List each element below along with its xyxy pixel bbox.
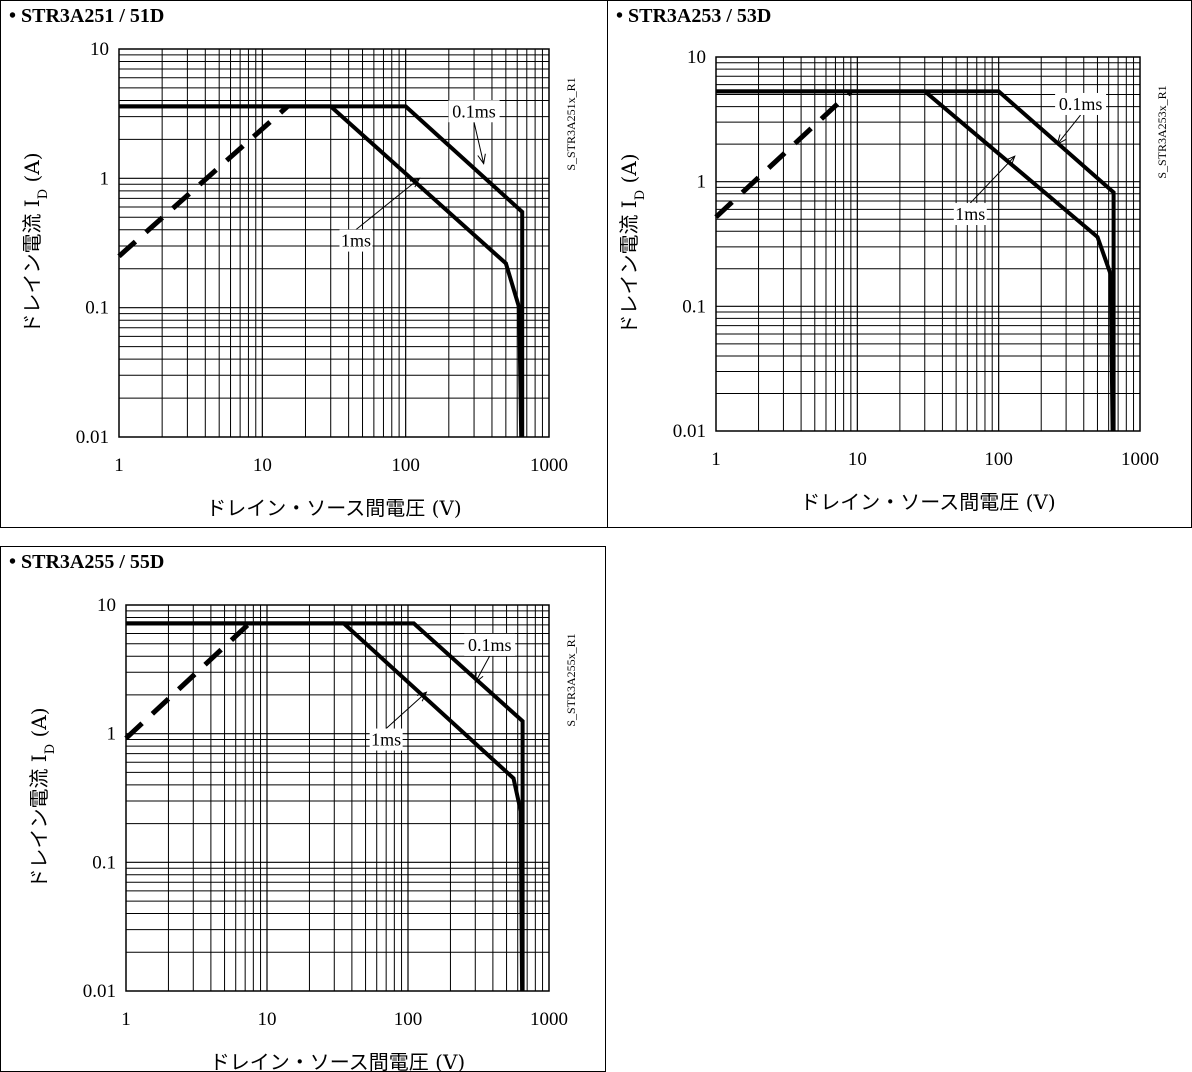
y-tick-label: 1	[697, 172, 707, 193]
y-tick-label: 1	[100, 168, 110, 189]
annotation-arrowhead	[1056, 134, 1067, 146]
grid	[716, 57, 1140, 431]
y-tick-label: 0.1	[682, 296, 706, 317]
annotation-label: 1ms	[341, 231, 371, 251]
x-tick-label: 10	[848, 449, 867, 470]
annotation-arrow	[474, 655, 491, 683]
series-line-dashed	[124, 621, 252, 741]
y-tick-label: 1	[107, 724, 117, 745]
y-axis-label-unit: (A)	[27, 707, 51, 743]
grid	[119, 49, 549, 437]
y-axis-label-main: ドレイン電流 I	[20, 199, 44, 333]
x-tick-label: 100	[984, 449, 1013, 470]
y-axis-label-unit: (A)	[20, 152, 44, 188]
annotation-label-bg	[369, 728, 403, 751]
series-line-1ms	[716, 89, 1115, 432]
y-tick-label: 0.01	[83, 981, 116, 1002]
chart-panel-3: • STR3A255 / 55D 0.1ms 1ms 0.01 0.1 1 10 1 10 10…	[0, 546, 606, 1072]
annotation-arrow	[473, 122, 485, 164]
annotation-label-bg	[339, 229, 373, 252]
annotation-label-bg	[448, 100, 500, 123]
chart-svg: 0.1ms 1ms 0.01 0.1 1 10 1 10 100 1000 ドレイン・ソース間電圧 …	[20, 39, 578, 520]
y-tick-label: 0.1	[85, 298, 109, 319]
series-line-0_1ms	[126, 621, 525, 991]
y-tick-label: 10	[687, 47, 706, 68]
x-tick-label: 100	[391, 455, 420, 476]
x-tick-label: 1000	[1121, 449, 1159, 470]
annotation-label: 0.1ms	[1059, 94, 1103, 114]
y-tick-label: 10	[97, 595, 116, 616]
annotation-label-bg	[1055, 92, 1107, 115]
annotation-label: 1ms	[955, 204, 985, 224]
x-axis-label: ドレイン・ソース間電圧 (V)	[206, 496, 461, 520]
x-axis-label: ドレイン・ソース間電圧 (V)	[210, 1050, 465, 1071]
y-axis-label-subscript: D	[633, 190, 648, 200]
annotation-arrow	[1056, 114, 1082, 145]
chart-svg: 0.1ms 1ms 0.01 0.1 1 10 1 10 100 1000 ドレイン・ソース間電圧 …	[27, 595, 578, 1071]
y-tick-label: 0.01	[76, 427, 109, 448]
y-axis-label: ドレイン電流 ID (A)	[27, 707, 58, 888]
annotation-label: 1ms	[371, 730, 401, 750]
annotation-arrow	[355, 177, 420, 230]
x-axis-label: ドレイン・ソース間電圧 (V)	[800, 490, 1055, 514]
y-tick-label: 10	[90, 39, 109, 60]
annotation-label-bg	[464, 633, 516, 656]
annotation-arrowhead	[474, 672, 484, 684]
plot-frame	[715, 56, 1141, 432]
chart-title: • STR3A251 / 51D	[9, 5, 165, 27]
chart-panel-2: • STR3A253 / 53D 0.1ms 1ms 0.01 0.1 1 10 1 10 10…	[607, 0, 1192, 528]
figure-code-label: S_STR3A255x_R1	[564, 633, 578, 726]
chart-svg: 0.1ms 1ms 0.01 0.1 1 10 1 10 100 1000 ドレイン・ソース間電圧 …	[617, 47, 1169, 514]
figure-code-label: S_STR3A253x_R1	[1155, 85, 1169, 178]
y-axis-label-main: ドレイン電流 I	[27, 754, 51, 888]
x-tick-label: 1000	[530, 455, 568, 476]
x-tick-label: 10	[258, 1009, 277, 1030]
y-tick-label: 0.1	[92, 852, 116, 873]
annotation-label: 0.1ms	[452, 101, 496, 121]
x-tick-label: 100	[394, 1009, 423, 1030]
y-tick-label: 0.01	[673, 421, 706, 442]
x-tick-label: 10	[253, 455, 272, 476]
y-axis-label: ドレイン電流 ID (A)	[617, 153, 648, 334]
x-tick-label: 1	[114, 455, 124, 476]
annotation-arrow	[969, 155, 1016, 204]
chart-panel-1: • STR3A251 / 51D 0.1ms 1ms 0.01 0.1 1 10 1 10 10…	[0, 0, 608, 528]
plot-frame	[118, 48, 550, 438]
annotation-arrowhead	[477, 153, 486, 165]
figure-code-label: S_STR3A251x_R1	[564, 77, 578, 170]
y-axis-label-subscript: D	[36, 189, 51, 199]
series-line-0_1ms	[716, 89, 1116, 431]
series-line-0_1ms	[119, 104, 525, 437]
series-line-dashed	[117, 104, 290, 259]
chart-title: • STR3A253 / 53D	[616, 5, 772, 27]
annotation-arrow	[385, 691, 427, 729]
x-tick-label: 1	[121, 1009, 131, 1030]
annotation-arrowhead	[416, 691, 428, 702]
y-axis-label-subscript: D	[43, 744, 58, 754]
y-axis-label-main: ドレイン電流 I	[617, 200, 641, 334]
annotation-label: 0.1ms	[468, 635, 512, 655]
plot-frame	[125, 604, 550, 992]
x-tick-label: 1	[711, 449, 721, 470]
annotation-arrowhead	[1005, 155, 1016, 166]
y-axis-label-unit: (A)	[617, 153, 641, 189]
series-line-dashed	[714, 89, 853, 219]
y-axis-label: ドレイン電流 ID (A)	[20, 152, 51, 333]
annotation-label-bg	[953, 203, 987, 226]
series-line-1ms	[119, 104, 524, 438]
x-tick-label: 1000	[530, 1009, 568, 1030]
annotation-arrowhead	[409, 177, 421, 188]
chart-title: • STR3A255 / 55D	[9, 551, 165, 573]
series-line-1ms	[126, 621, 525, 992]
